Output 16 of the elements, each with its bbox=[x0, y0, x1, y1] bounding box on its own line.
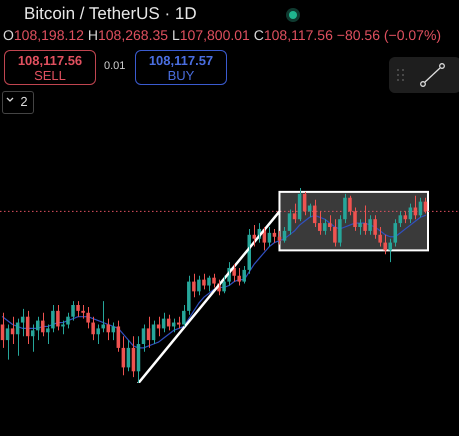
text: 2 bbox=[19, 94, 28, 109]
text: 0.01 bbox=[104, 60, 126, 72]
text: 108,117.56 bbox=[18, 53, 82, 68]
text: 108,268.35 bbox=[98, 27, 170, 43]
text: H bbox=[88, 27, 98, 43]
text: C bbox=[254, 27, 264, 43]
text: −80.56 (−0.07%) bbox=[336, 27, 442, 43]
text: 108,198.12 bbox=[14, 27, 85, 43]
text: SELL bbox=[34, 68, 66, 83]
text: 108,117.56 bbox=[264, 27, 334, 43]
text: 108,117.57 bbox=[148, 53, 214, 68]
text: BUY bbox=[168, 68, 194, 83]
chart-title: Bitcoin / TetherUS · 1D bbox=[24, 4, 197, 24]
text: L bbox=[172, 27, 180, 43]
text: O bbox=[3, 27, 14, 43]
text: 107,800.01 bbox=[180, 27, 251, 43]
